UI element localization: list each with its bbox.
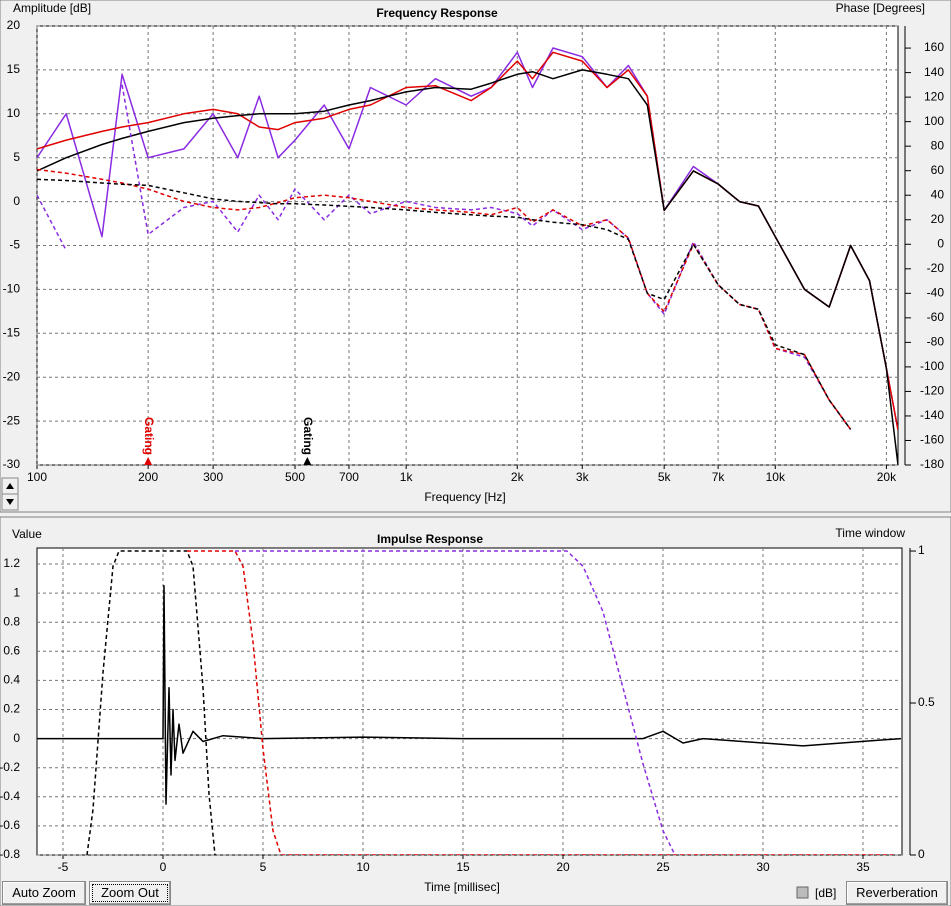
x-tick-label: 20k	[877, 470, 897, 484]
x-tick-label: 500	[285, 470, 305, 484]
x-tick-label: 200	[138, 470, 158, 484]
y2-tick-label: 1	[918, 543, 925, 557]
x-tick-label: 15	[456, 860, 470, 874]
gating-marker	[303, 457, 312, 465]
plot-area	[36, 547, 903, 856]
series-line	[86, 550, 216, 855]
series-line	[235, 550, 676, 855]
x-tick-label: 10	[356, 860, 370, 874]
y-tick-label: 5	[13, 150, 20, 164]
y-tick-label: -20	[3, 369, 21, 383]
y-tick-label: 0	[13, 731, 20, 745]
y-tick-label: 0.6	[3, 643, 20, 657]
y2-tick-label: 160	[924, 40, 944, 54]
plot-area	[36, 25, 899, 466]
series-line	[37, 585, 902, 805]
x-axis-label: Frequency [Hz]	[424, 490, 505, 504]
x-tick-label: 35	[856, 860, 870, 874]
y2-axis-label: Phase [Degrees]	[836, 1, 925, 15]
y2-tick-label: 120	[924, 89, 944, 103]
y-tick-label: 10	[7, 106, 21, 120]
y-tick-label: 0.2	[3, 702, 20, 716]
y-tick-label: 1	[13, 585, 20, 599]
y-tick-label: -0.8	[0, 847, 20, 861]
x-tick-label: 10k	[766, 470, 786, 484]
y2-tick-label: 100	[924, 114, 944, 128]
series-line	[37, 84, 852, 430]
chart-title: Frequency Response	[376, 6, 498, 20]
y2-tick-label: -80	[927, 335, 945, 349]
y-tick-label: -10	[3, 282, 21, 296]
x-tick-label: 100	[27, 470, 47, 484]
y2-tick-label: -60	[927, 310, 945, 324]
y2-axis-label: Time window	[835, 526, 905, 540]
y-tick-label: 1.2	[3, 556, 20, 570]
y-axis-label: Amplitude [dB]	[13, 1, 91, 15]
y-tick-label: 20	[7, 18, 21, 32]
y-tick-label: 0.8	[3, 614, 20, 628]
auto-zoom-button[interactable]: Auto Zoom	[2, 881, 86, 905]
y2-tick-label: 40	[931, 187, 945, 201]
y2-tick-label: -120	[920, 384, 944, 398]
x-tick-label: 2k	[511, 470, 525, 484]
x-axis-label: Time [millisec]	[424, 880, 500, 894]
x-tick-label: 5	[260, 860, 267, 874]
series-line	[187, 550, 893, 855]
y2-tick-label: 0.5	[918, 695, 935, 709]
reverberation-button[interactable]: Reverberation	[846, 881, 948, 905]
series-group	[37, 550, 902, 855]
series-line	[37, 69, 898, 465]
y2-tick-label: -20	[927, 261, 945, 275]
x-tick-label: 20	[556, 860, 570, 874]
y-tick-label: -0.4	[0, 789, 20, 803]
series-group	[37, 47, 898, 465]
y-tick-label: -15	[3, 325, 21, 339]
y-tick-label: -5	[9, 238, 20, 252]
x-tick-label: 0	[160, 860, 167, 874]
y-tick-label: 0.4	[3, 673, 20, 687]
y2-tick-label: 20	[931, 212, 945, 226]
y2-tick-label: 140	[924, 65, 944, 79]
series-line	[37, 168, 852, 430]
arrow-icon	[6, 483, 14, 489]
y-axis-label: Value	[12, 527, 42, 541]
x-tick-label: 30	[756, 860, 770, 874]
checkbox[interactable]	[796, 886, 809, 899]
y-tick-label: -0.2	[0, 760, 20, 774]
x-tick-label: 300	[203, 470, 223, 484]
x-tick-label: 3k	[576, 470, 590, 484]
checkbox-label: [dB]	[815, 886, 836, 900]
gating-label: Gating	[142, 417, 156, 455]
y2-tick-label: 60	[931, 163, 945, 177]
zoom-out-button[interactable]: Zoom Out	[89, 881, 171, 905]
arrow-icon	[6, 499, 14, 505]
gating-label: Gating	[301, 417, 315, 455]
y-tick-label: -25	[3, 413, 21, 427]
x-tick-label: 25	[656, 860, 670, 874]
y2-tick-label: 80	[931, 138, 945, 152]
x-tick-label: 7k	[712, 470, 726, 484]
y-tick-label: 15	[7, 62, 21, 76]
y2-tick-label: -40	[927, 285, 945, 299]
x-tick-label: 5k	[658, 470, 672, 484]
y2-tick-label: 0	[918, 847, 925, 861]
y2-tick-label: 0	[937, 236, 944, 250]
y-tick-label: 0	[13, 194, 20, 208]
x-tick-label: 1k	[400, 470, 414, 484]
gating-marker	[144, 457, 153, 465]
chart-title: Impulse Response	[377, 532, 483, 546]
y2-tick-label: -180	[920, 457, 944, 471]
y2-tick-label: -160	[920, 433, 944, 447]
y2-tick-label: -140	[920, 408, 944, 422]
y-tick-label: -30	[3, 457, 21, 471]
y-tick-label: -0.6	[0, 818, 20, 832]
x-tick-label: 700	[339, 470, 359, 484]
series-line	[37, 178, 852, 430]
x-tick-label: -5	[58, 860, 69, 874]
y2-tick-label: -100	[920, 359, 944, 373]
